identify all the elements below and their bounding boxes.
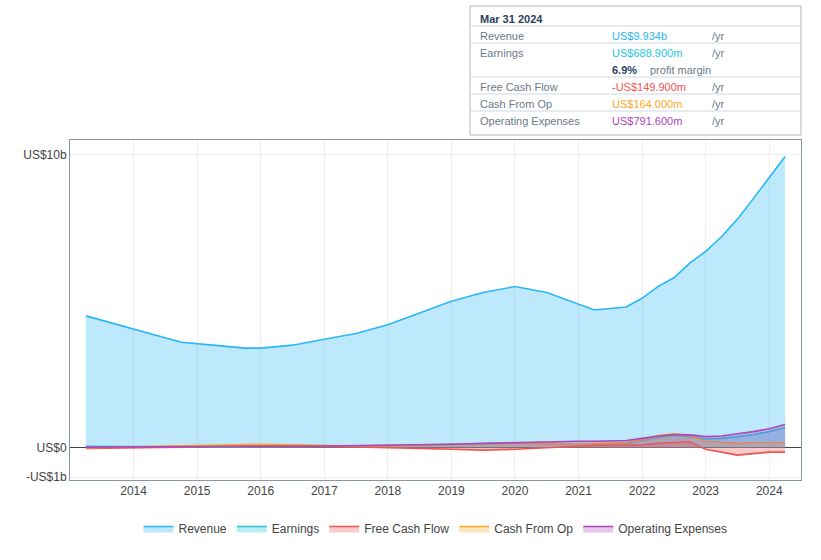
svg-text:/yr: /yr bbox=[712, 30, 725, 42]
svg-text:Free Cash Flow: Free Cash Flow bbox=[480, 81, 558, 93]
svg-text:Mar 31 2024: Mar 31 2024 bbox=[480, 13, 543, 25]
svg-text:Free Cash Flow: Free Cash Flow bbox=[364, 522, 449, 536]
svg-text:Cash From Op: Cash From Op bbox=[480, 98, 552, 110]
svg-text:2022: 2022 bbox=[629, 484, 656, 498]
svg-text:/yr: /yr bbox=[712, 47, 725, 59]
svg-text:2024: 2024 bbox=[756, 484, 783, 498]
svg-text:US$0: US$0 bbox=[37, 441, 67, 455]
svg-text:US$164.000m: US$164.000m bbox=[612, 98, 682, 110]
svg-text:2016: 2016 bbox=[247, 484, 274, 498]
svg-text:-US$149.900m: -US$149.900m bbox=[612, 81, 686, 93]
svg-text:Operating Expenses: Operating Expenses bbox=[618, 522, 727, 536]
svg-text:Cash From Op: Cash From Op bbox=[494, 522, 573, 536]
svg-text:/yr: /yr bbox=[712, 115, 725, 127]
svg-text:6.9%: 6.9% bbox=[612, 64, 637, 76]
svg-text:2023: 2023 bbox=[692, 484, 719, 498]
svg-text:2017: 2017 bbox=[311, 484, 338, 498]
svg-text:2020: 2020 bbox=[502, 484, 529, 498]
svg-text:Revenue: Revenue bbox=[179, 522, 227, 536]
svg-text:Earnings: Earnings bbox=[272, 522, 319, 536]
svg-text:2015: 2015 bbox=[184, 484, 211, 498]
svg-text:US$9.934b: US$9.934b bbox=[612, 30, 667, 42]
svg-text:2014: 2014 bbox=[120, 484, 147, 498]
svg-text:Revenue: Revenue bbox=[480, 30, 524, 42]
svg-text:US$10b: US$10b bbox=[23, 148, 67, 162]
svg-text:2019: 2019 bbox=[438, 484, 465, 498]
svg-text:Operating Expenses: Operating Expenses bbox=[480, 115, 580, 127]
svg-text:/yr: /yr bbox=[712, 81, 725, 93]
svg-text:2018: 2018 bbox=[374, 484, 401, 498]
svg-text:profit margin: profit margin bbox=[650, 64, 711, 76]
svg-text:2021: 2021 bbox=[565, 484, 592, 498]
svg-text:US$791.600m: US$791.600m bbox=[612, 115, 682, 127]
svg-text:-US$1b: -US$1b bbox=[26, 470, 67, 484]
svg-text:US$688.900m: US$688.900m bbox=[612, 47, 682, 59]
svg-text:Earnings: Earnings bbox=[480, 47, 524, 59]
svg-text:/yr: /yr bbox=[712, 98, 725, 110]
